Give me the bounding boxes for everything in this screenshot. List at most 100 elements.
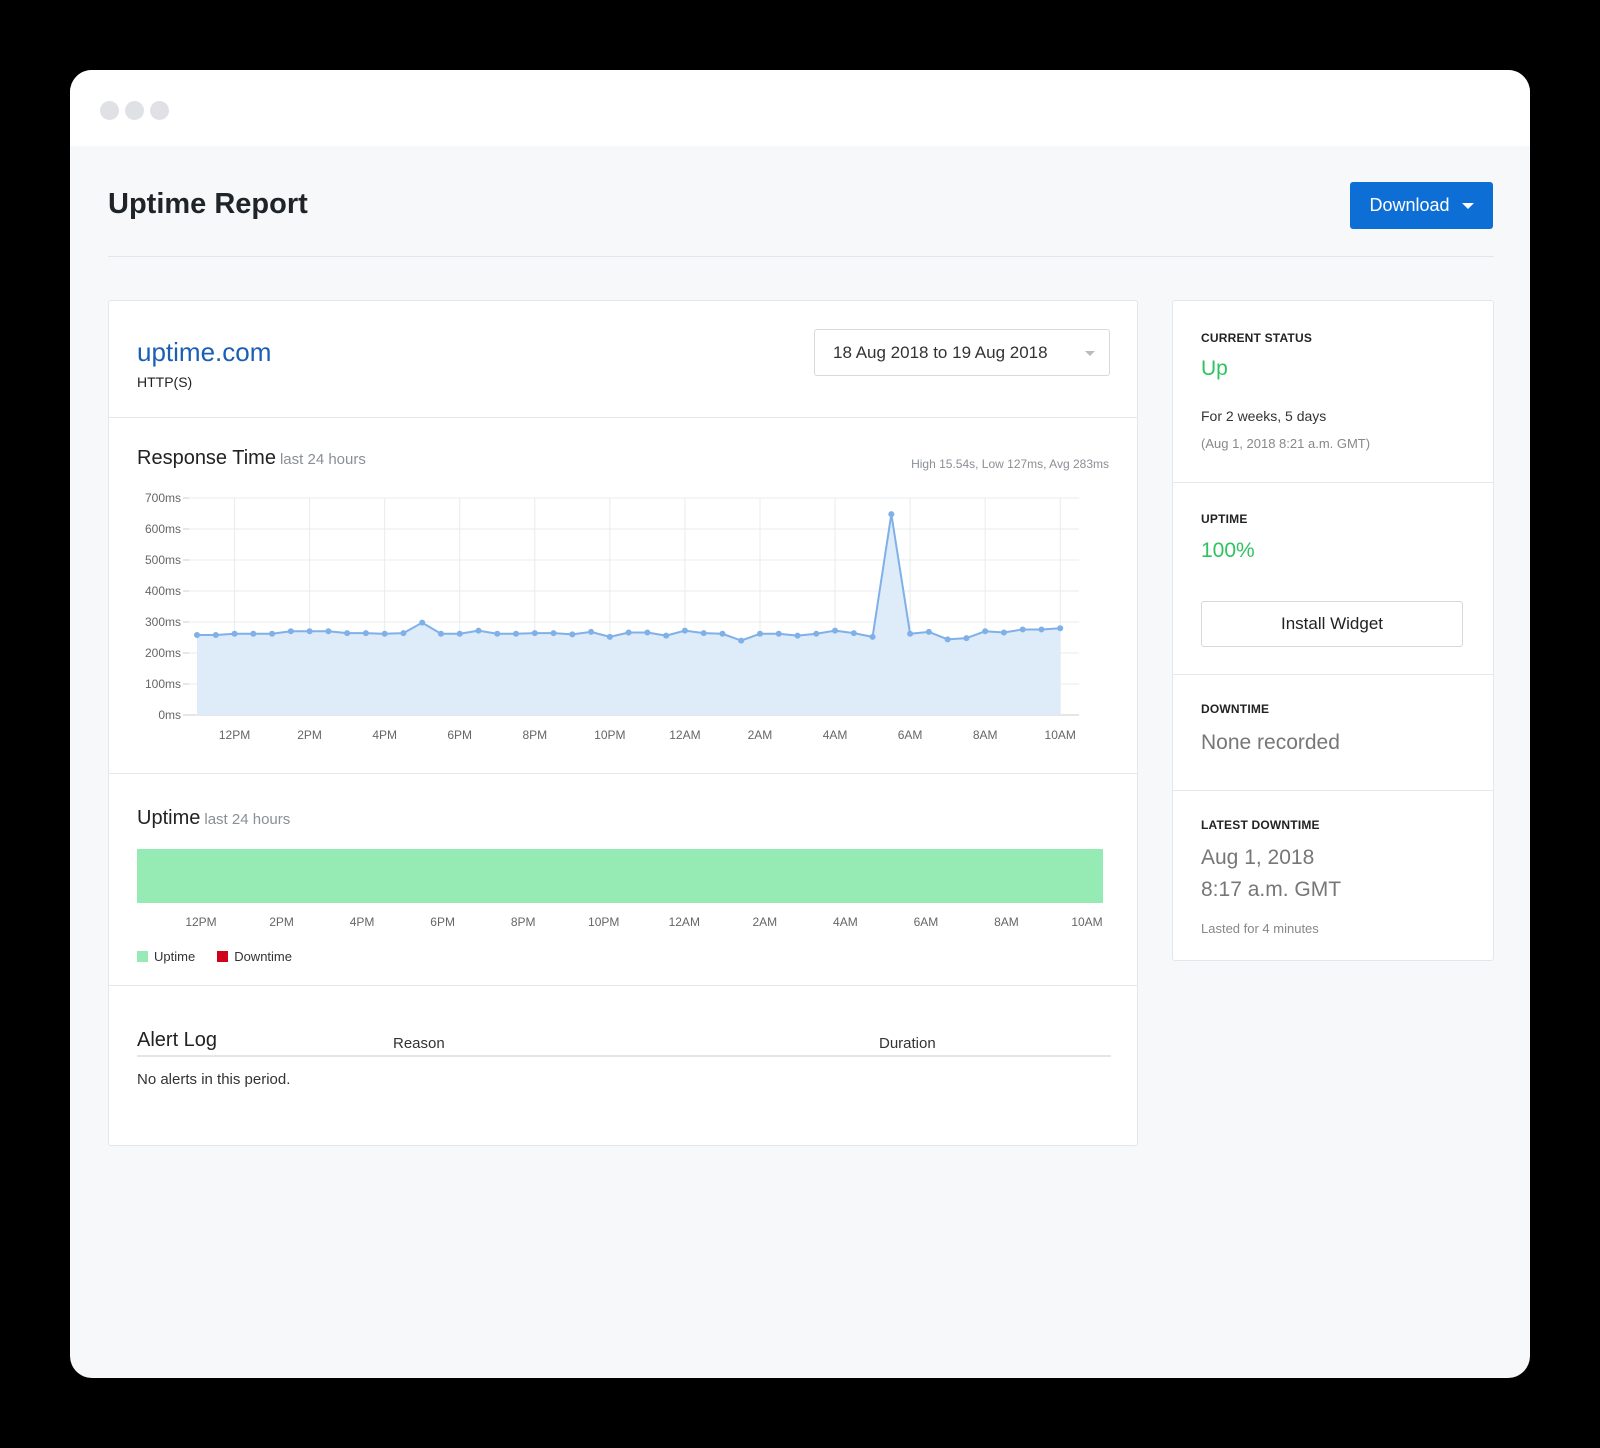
legend-swatch — [217, 951, 229, 962]
window-close-dot[interactable] — [100, 101, 119, 120]
response-time-point — [362, 630, 369, 637]
response-time-point — [194, 632, 200, 639]
response-time-point — [569, 631, 576, 638]
response-time-point — [775, 630, 782, 637]
uptime-label: UPTIME — [1201, 512, 1248, 526]
download-button-label: Download — [1369, 195, 1450, 215]
legend-item: Uptime — [137, 949, 195, 964]
current-status-duration: For 2 weeks, 5 days — [1201, 408, 1327, 424]
response-time-point — [869, 633, 876, 640]
response-time-point — [306, 628, 313, 635]
response-time-chart: 700ms 600ms 500ms 400ms 300ms 200ms 100ms 0ms 12… — [145, 491, 1079, 742]
response-time-point — [700, 630, 707, 637]
y-tick-label: 500ms — [145, 553, 181, 567]
header-divider — [108, 256, 1494, 257]
uptime-subtitle: last 24 hours — [204, 811, 291, 828]
response-time-heading: Response Time last 24 hours — [137, 447, 366, 470]
uptime-heading: Uptime last 24 hours — [137, 807, 290, 830]
response-time-point — [681, 627, 688, 634]
response-time-point — [925, 628, 932, 635]
sidebar-divider — [1173, 790, 1493, 791]
window-titlebar — [70, 70, 1530, 146]
x-tick-label: 4PM — [372, 728, 397, 742]
response-time-point — [963, 635, 970, 642]
response-time-point — [381, 630, 388, 637]
date-range-select[interactable]: 18 Aug 2018 to 19 Aug 2018 — [814, 329, 1110, 376]
response-time-point — [513, 630, 520, 637]
response-time-point — [231, 630, 238, 637]
response-time-point — [907, 630, 914, 637]
uptime-tick-label: 10AM — [1071, 915, 1103, 929]
response-time-area — [197, 514, 1061, 715]
y-tick-label: 600ms — [145, 522, 181, 536]
latest-downtime-time: 8:17 a.m. GMT — [1201, 878, 1342, 901]
response-time-point — [475, 627, 482, 634]
install-widget-button[interactable]: Install Widget — [1201, 601, 1463, 647]
status-sidebar: CURRENT STATUS Up For 2 weeks, 5 days (A… — [1172, 300, 1494, 961]
uptime-tick-label: 2PM — [269, 915, 294, 929]
response-time-point — [1019, 626, 1026, 633]
monitor-name-link[interactable]: uptime.com — [137, 337, 272, 367]
monitor-protocol: HTTP(S) — [137, 374, 193, 390]
uptime-tick-label: 4PM — [349, 915, 375, 929]
response-time-point — [325, 628, 332, 635]
response-time-point — [212, 632, 219, 639]
response-time-point — [832, 627, 839, 634]
section-divider — [109, 773, 1137, 774]
y-tick-label: 200ms — [145, 646, 181, 660]
response-time-point — [850, 630, 857, 637]
alert-log-empty: No alerts in this period. — [137, 1071, 291, 1088]
uptime-tick-label: 10PM — [588, 915, 620, 929]
uptime-tick-label: 8PM — [510, 915, 536, 929]
response-time-point — [606, 633, 613, 640]
response-time-point — [982, 628, 989, 635]
sidebar-divider — [1173, 674, 1493, 675]
response-time-point — [419, 619, 426, 626]
x-tick-label: 6AM — [898, 728, 923, 742]
section-divider — [109, 417, 1137, 418]
response-time-point — [494, 630, 501, 637]
download-button[interactable]: Download — [1350, 182, 1493, 229]
response-time-point — [738, 637, 745, 644]
response-time-point — [1057, 625, 1064, 632]
uptime-legend: Uptime Downtime — [137, 949, 314, 964]
response-time-subtitle: last 24 hours — [279, 451, 366, 468]
legend-swatch — [137, 951, 148, 962]
y-tick-label: 100ms — [145, 677, 181, 691]
section-divider — [109, 985, 1137, 986]
current-status-since: (Aug 1, 2018 8:21 a.m. GMT) — [1201, 436, 1371, 451]
uptime-title: Uptime — [137, 807, 201, 829]
latest-downtime-date: Aug 1, 2018 — [1201, 846, 1315, 869]
column-header-reason: Reason — [393, 1035, 445, 1052]
response-time-stats: High 15.54s, Low 127ms, Avg 283ms — [911, 457, 1109, 471]
x-tick-label: 2PM — [297, 728, 322, 742]
response-time-point — [344, 630, 351, 637]
uptime-tick-label: 4AM — [833, 915, 858, 929]
current-status-label: CURRENT STATUS — [1201, 331, 1313, 345]
response-time-point — [269, 630, 276, 637]
response-time-point — [944, 636, 951, 643]
window-maximize-dot[interactable] — [150, 101, 169, 120]
legend-label: Downtime — [234, 949, 292, 964]
uptime-axis: 12PM 2PM 4PM 6PM 8PM 10PM 12AM 2AM 4AM 6AM 8AM 10AM — [137, 915, 1103, 931]
app-window: Uptime Report Download uptime.com HTTP(S… — [70, 70, 1530, 1378]
uptime-tick-label: 6AM — [913, 915, 939, 929]
report-card: uptime.com HTTP(S) 18 Aug 2018 to 19 Aug… — [108, 300, 1138, 1146]
response-time-point — [756, 630, 763, 637]
chevron-down-icon — [1085, 351, 1095, 356]
uptime-tick-label: 8AM — [994, 915, 1019, 929]
x-tick-label: 12PM — [219, 728, 250, 742]
response-time-point — [1000, 629, 1007, 636]
y-tick-label: 300ms — [145, 615, 181, 629]
window-minimize-dot[interactable] — [125, 101, 144, 120]
y-tick-label: 700ms — [145, 491, 181, 505]
response-time-point — [625, 629, 632, 636]
uptime-tick-label: 12PM — [185, 915, 217, 929]
response-time-point — [888, 511, 895, 518]
response-time-point — [456, 630, 463, 637]
uptime-bar[interactable] — [137, 849, 1103, 903]
x-tick-label: 10PM — [594, 728, 625, 742]
x-tick-label: 8PM — [522, 728, 547, 742]
response-time-point — [1038, 626, 1045, 633]
y-tick-label: 400ms — [145, 584, 181, 598]
